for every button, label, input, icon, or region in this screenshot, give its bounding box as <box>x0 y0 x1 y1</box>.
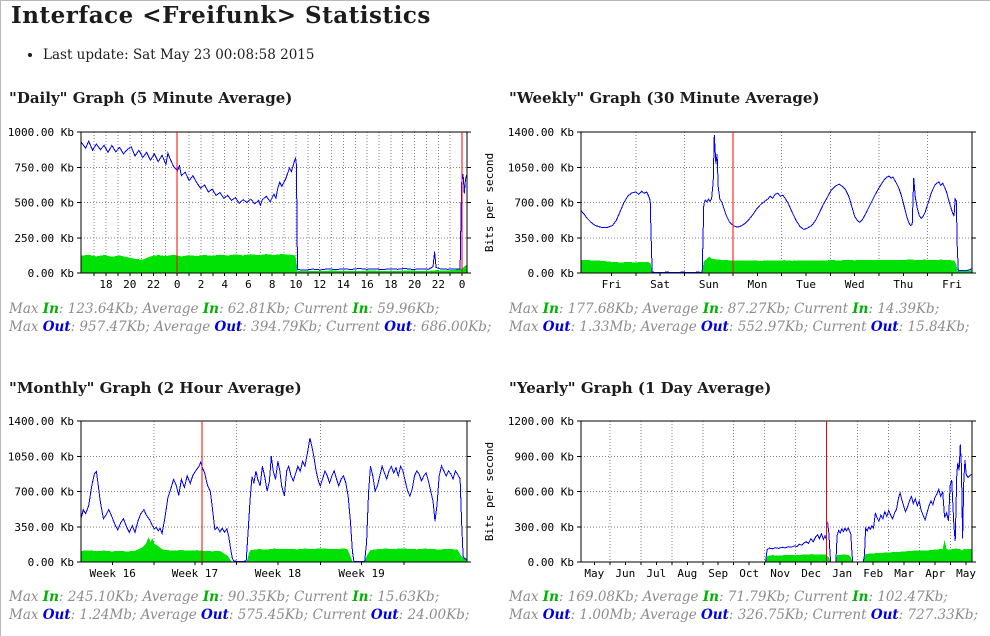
svg-text:Thu: Thu <box>893 278 913 291</box>
svg-text:0: 0 <box>459 278 466 291</box>
svg-text:4: 4 <box>221 278 228 291</box>
last-update-text: Last update: Sat May 23 00:08:58 2015 <box>43 47 315 63</box>
svg-text:16: 16 <box>360 278 373 291</box>
svg-text:Wed: Wed <box>845 278 865 291</box>
svg-text:14: 14 <box>337 278 351 291</box>
svg-text:22: 22 <box>147 278 160 291</box>
svg-text:Sep: Sep <box>708 567 728 580</box>
stats-out-line: Max Out: 1.00Mb; Average Out: 326.75Kb; … <box>509 606 979 623</box>
svg-text:Mon: Mon <box>747 278 767 291</box>
page-title: Interface <Freifunk> Statistics <box>11 2 431 29</box>
svg-text:Week 19: Week 19 <box>338 567 384 580</box>
svg-text:350.00 Kb: 350.00 Kb <box>14 521 74 534</box>
svg-text:8: 8 <box>269 278 276 291</box>
stats-out-line: Max Out: 1.24Mb; Average Out: 575.45Kb; … <box>9 606 470 623</box>
stats-out-line: Max Out: 1.33Mb; Average Out: 552.97Kb; … <box>509 318 970 335</box>
svg-text:0.00 Kb: 0.00 Kb <box>28 267 74 280</box>
svg-text:Jul: Jul <box>646 567 666 580</box>
svg-text:18: 18 <box>384 278 397 291</box>
weekly-traffic-graph: 0.00 Kb 350.00 Kb 700.00 Kb 1050.00 Kb 1400.… <box>481 116 990 295</box>
monthly-graph-stats: Max In: 245.10Kb; Average In: 90.35Kb; C… <box>9 589 469 624</box>
svg-text:20: 20 <box>408 278 421 291</box>
stats-out-line: Max Out: 957.47Kb; Average Out: 394.79Kb… <box>9 318 492 335</box>
svg-text:Mar: Mar <box>894 567 914 580</box>
yearly-traffic-graph: 0.00 Kb 300.00 Kb 600.00 Kb 900.00 Kb 1200.0… <box>481 405 990 584</box>
svg-text:Tue: Tue <box>796 278 816 291</box>
weekly-graph-stats: Max In: 177.68Kb; Average In: 87.27Kb; C… <box>509 301 969 336</box>
svg-text:Week 16: Week 16 <box>90 567 136 580</box>
svg-text:Fri: Fri <box>942 278 962 291</box>
svg-text:0.00 Kb: 0.00 Kb <box>528 267 574 280</box>
svg-text:Sun: Sun <box>699 278 719 291</box>
svg-text:Apr: Apr <box>925 567 945 580</box>
svg-text:12: 12 <box>313 278 326 291</box>
daily-graph-stats: Max In: 123.64Kb; Average In: 62.81Kb; C… <box>9 301 491 336</box>
svg-text:May: May <box>584 567 604 580</box>
svg-text:250.00 Kb: 250.00 Kb <box>14 232 74 245</box>
svg-text:Week 18: Week 18 <box>255 567 301 580</box>
svg-text:Feb: Feb <box>863 567 883 580</box>
svg-text:Oct: Oct <box>739 567 759 580</box>
monthly-traffic-graph: 0.00 Kb 350.00 Kb 700.00 Kb 1050.00 Kb 1400.… <box>1 405 487 584</box>
svg-text:600.00 Kb: 600.00 Kb <box>514 486 574 499</box>
svg-text:0: 0 <box>174 278 181 291</box>
svg-text:Dec: Dec <box>801 567 821 580</box>
svg-text:May: May <box>956 567 976 580</box>
svg-text:1400.00 Kb: 1400.00 Kb <box>508 126 574 139</box>
yearly-graph-stats: Max In: 169.08Kb; Average In: 71.79Kb; C… <box>509 589 978 624</box>
svg-text:350.00 Kb: 350.00 Kb <box>514 232 574 245</box>
svg-text:Sat: Sat <box>650 278 670 291</box>
svg-text:Jun: Jun <box>615 567 635 580</box>
stats-in-line: Max In: 123.64Kb; Average In: 62.81Kb; C… <box>9 301 440 317</box>
svg-text:Nov: Nov <box>770 567 790 580</box>
monthly-graph-heading: "Monthly" Graph (2 Hour Average) <box>9 379 302 397</box>
svg-text:0.00 Kb: 0.00 Kb <box>528 556 574 569</box>
svg-text:6: 6 <box>245 278 252 291</box>
svg-text:Bits per second: Bits per second <box>483 153 496 252</box>
svg-text:22: 22 <box>432 278 445 291</box>
svg-text:900.00 Kb: 900.00 Kb <box>514 450 574 463</box>
stats-in-line: Max In: 177.68Kb; Average In: 87.27Kb; C… <box>509 301 940 317</box>
stats-in-line: Max In: 169.08Kb; Average In: 71.79Kb; C… <box>509 589 948 605</box>
stats-in-line: Max In: 245.10Kb; Average In: 90.35Kb; C… <box>9 589 440 605</box>
svg-text:18: 18 <box>99 278 112 291</box>
svg-text:1000.00 Kb: 1000.00 Kb <box>8 126 74 139</box>
daily-graph-heading: "Daily" Graph (5 Minute Average) <box>9 89 293 107</box>
svg-text:700.00 Kb: 700.00 Kb <box>14 486 74 499</box>
weekly-graph-heading: "Weekly" Graph (30 Minute Average) <box>509 89 820 107</box>
svg-text:500.00 Kb: 500.00 Kb <box>14 197 74 210</box>
svg-text:0.00 Kb: 0.00 Kb <box>28 556 74 569</box>
svg-text:Fri: Fri <box>602 278 622 291</box>
svg-text:Bits per second: Bits per second <box>483 442 496 541</box>
daily-traffic-graph: 0.00 Kb 250.00 Kb 500.00 Kb 750.00 Kb 1000.0… <box>1 116 487 295</box>
svg-text:2: 2 <box>198 278 205 291</box>
update-list: Last update: Sat May 23 00:08:58 2015 <box>1 47 315 63</box>
svg-text:Aug: Aug <box>677 567 697 580</box>
svg-text:1400.00 Kb: 1400.00 Kb <box>8 415 74 428</box>
svg-text:20: 20 <box>123 278 136 291</box>
yearly-graph-heading: "Yearly" Graph (1 Day Average) <box>509 379 772 397</box>
svg-text:700.00 Kb: 700.00 Kb <box>514 197 574 210</box>
svg-text:750.00 Kb: 750.00 Kb <box>14 161 74 174</box>
svg-text:Week 17: Week 17 <box>172 567 218 580</box>
svg-text:10: 10 <box>289 278 302 291</box>
svg-text:1050.00 Kb: 1050.00 Kb <box>508 161 574 174</box>
svg-text:1200.00 Kb: 1200.00 Kb <box>508 415 574 428</box>
svg-text:300.00 Kb: 300.00 Kb <box>514 521 574 534</box>
svg-text:Jan: Jan <box>832 567 852 580</box>
svg-text:1050.00 Kb: 1050.00 Kb <box>8 450 74 463</box>
